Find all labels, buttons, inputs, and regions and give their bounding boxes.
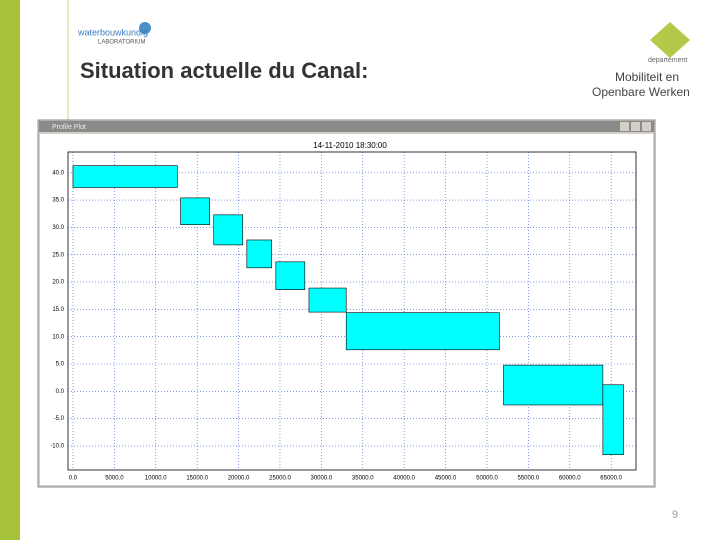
water-section (275, 261, 306, 290)
y-tick-label: 25.0 (52, 252, 64, 258)
plot: 40.0 35.0 30.0 25.0 20.0 15.0 10.0 5.0 0.0 -5.0 -1… (50, 151, 637, 482)
page-number: 9 (672, 509, 678, 521)
y-tick-label: -10.0 (50, 444, 64, 450)
y-tick-label: 10.0 (52, 334, 64, 340)
close-button[interactable] (642, 122, 651, 131)
logo-text: Openbare Werken (592, 85, 690, 99)
water-section (72, 165, 178, 188)
water-section (308, 287, 347, 313)
x-tick-label: 65000.0 (600, 476, 622, 482)
x-tick-label: 25000.0 (269, 476, 291, 482)
y-tick-label: 30.0 (52, 225, 64, 231)
y-tick-label: 40.0 (52, 170, 64, 176)
window-caption: Profile Plot (52, 124, 86, 131)
water-section (180, 197, 210, 225)
y-tick-label: 20.0 (52, 280, 64, 286)
plot-area (67, 151, 637, 471)
x-tick-label: 45000.0 (435, 476, 457, 482)
x-tick-label: 35000.0 (352, 476, 374, 482)
water-section (246, 239, 272, 269)
y-tick-label: 5.0 (56, 362, 65, 368)
logo-text: waterbouwkundig (77, 27, 148, 37)
y-tick-label: 15.0 (52, 307, 64, 313)
x-tick-label: 15000.0 (186, 476, 208, 482)
slide-title: Situation actuelle du Canal: (80, 58, 368, 83)
x-tick-label: 50000.0 (476, 476, 498, 482)
water-section (602, 384, 624, 456)
water-section (503, 364, 604, 406)
x-tick-label: 0.0 (69, 476, 78, 482)
logo-text: Mobiliteit en (615, 70, 679, 84)
y-tick-label: 35.0 (52, 198, 64, 204)
water-section (345, 312, 500, 351)
logo-text: departement (648, 57, 687, 64)
window-caption-bar (39, 121, 654, 132)
x-tick-label: 55000.0 (518, 476, 540, 482)
logo-text: LABORATORIUM (98, 40, 145, 46)
chart-title: 14-11-2010 18:30:00 (313, 141, 387, 150)
y-tick-label: -5.0 (54, 416, 65, 422)
x-tick-label: 30000.0 (311, 476, 333, 482)
water-section (213, 214, 244, 246)
y-tick-label: 0.0 (56, 389, 65, 395)
x-tick-label: 60000.0 (559, 476, 581, 482)
x-tick-label: 5000.0 (105, 476, 124, 482)
x-tick-label: 40000.0 (393, 476, 415, 482)
x-tick-label: 20000.0 (228, 476, 250, 482)
logo-right-icon (650, 22, 690, 58)
minimize-button[interactable] (620, 122, 629, 131)
x-tick-label: 10000.0 (145, 476, 167, 482)
maximize-button[interactable] (631, 122, 640, 131)
side-bar (0, 0, 20, 540)
logo-icon (139, 22, 151, 34)
